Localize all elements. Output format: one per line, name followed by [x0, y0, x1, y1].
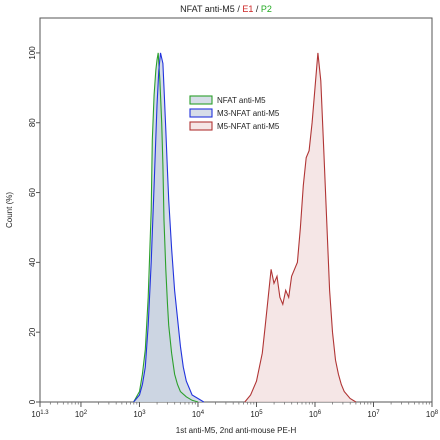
legend-swatch — [189, 108, 213, 118]
title-part: / — [235, 4, 243, 14]
y-tick-label: 80 — [28, 118, 37, 127]
y-tick-label: 60 — [28, 188, 37, 197]
legend-label: M3-NFAT anti-M5 — [217, 109, 280, 118]
y-tick-label: 100 — [28, 46, 37, 60]
x-tick-label: 104 — [192, 410, 205, 419]
x-axis-label: 1st anti-M5, 2nd anti-mouse PE-H — [176, 426, 297, 435]
legend: NFAT anti-M5 M3-NFAT anti-M5 M5-NFAT anti-… — [189, 95, 280, 131]
series-layer — [133, 52, 357, 403]
x-tick-label: 103 — [133, 410, 146, 419]
plot-area — [39, 17, 433, 403]
x-tick-label: 108 — [426, 410, 439, 419]
chart-title: NFAT anti-M5 / E1 / P2 — [180, 4, 272, 14]
legend-swatch — [189, 95, 213, 105]
x-tick-label: 106 — [309, 410, 322, 419]
y-axis: 0 20 40 60 80 100 — [28, 46, 40, 404]
series-line-2 — [244, 52, 357, 403]
y-tick-label: 20 — [28, 327, 37, 336]
title-part: / — [253, 4, 261, 14]
x-tick-label: 107 — [367, 410, 380, 419]
x-tick-label: 105 — [250, 410, 263, 419]
series-line-1 — [133, 52, 205, 403]
plot-frame — [39, 17, 433, 403]
title-part: P2 — [261, 4, 272, 14]
x-tick-label: 102 — [75, 410, 88, 419]
title-part: NFAT anti-M5 — [180, 4, 235, 14]
series-fill-2 — [244, 52, 356, 403]
y-tick-label: 0 — [28, 399, 37, 404]
legend-label: NFAT anti-M5 — [217, 96, 266, 105]
x-axis: 101.3 102 103 104 105 106 107 108 — [31, 402, 439, 419]
series-line-0 — [133, 52, 199, 403]
title-part: E1 — [242, 4, 253, 14]
legend-swatch — [189, 121, 213, 131]
series-fill-1 — [133, 52, 204, 403]
y-axis-label: Count (%) — [5, 192, 14, 228]
legend-label: M5-NFAT anti-M5 — [217, 122, 280, 131]
x-tick-label: 101.3 — [31, 410, 49, 419]
y-tick-label: 40 — [28, 257, 37, 266]
